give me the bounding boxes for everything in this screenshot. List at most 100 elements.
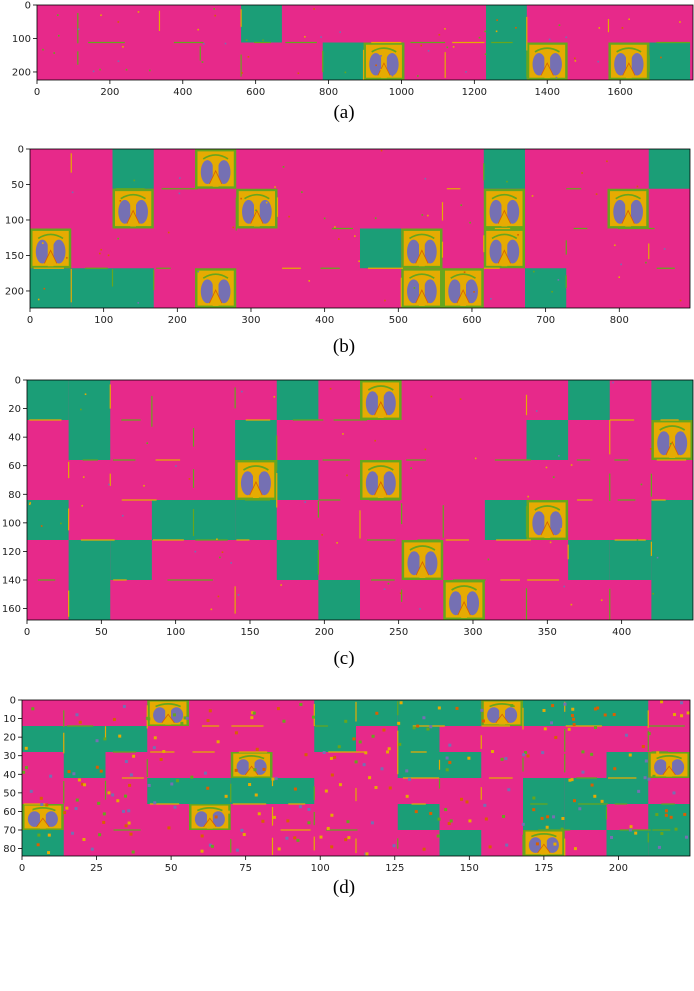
teal-patch (439, 752, 482, 778)
teal-patch (235, 420, 277, 460)
noise-pixel (282, 166, 285, 168)
noise-pixel (124, 760, 128, 764)
noise-pixel (448, 743, 452, 747)
noise-pixel (175, 465, 177, 467)
teal-patch (568, 380, 610, 420)
xray-patch (401, 268, 443, 308)
noise-pixel (613, 767, 617, 771)
noise-pixel (241, 72, 243, 74)
noise-pixel (78, 720, 82, 724)
noise-pixel (194, 550, 197, 553)
noise-pixel (127, 809, 131, 813)
noise-pixel (533, 270, 535, 273)
noise-pixel (364, 751, 368, 755)
right-lung (423, 239, 437, 264)
x-tick-label: 50 (95, 627, 108, 638)
noise-pixel (117, 237, 119, 240)
noise-pixel (208, 843, 212, 847)
clavicle (409, 545, 436, 551)
noise-pixel (124, 824, 128, 828)
noise-pixel (81, 504, 84, 507)
noise-pixel (77, 28, 80, 31)
y-tick-label: 70 (3, 826, 16, 837)
teal-patch (397, 726, 440, 752)
x-tick-label: 150 (240, 627, 259, 638)
spine (130, 192, 137, 227)
noise-pixel (333, 755, 337, 759)
noise-pixel (551, 290, 553, 293)
noise-pixel (460, 204, 463, 206)
heart (537, 843, 551, 854)
xray-patch (147, 700, 189, 726)
noise-pixel (257, 812, 261, 816)
noise-pixel (436, 834, 440, 838)
noise-pixel (149, 69, 151, 72)
heart (497, 209, 511, 224)
teal-patch (322, 42, 364, 80)
noise-pixel (437, 817, 441, 821)
noise-pixel (636, 185, 639, 188)
noise-pixel (40, 525, 43, 527)
noise-pixel (63, 811, 67, 815)
noise-pixel (375, 711, 379, 715)
y-tick-label: 120 (2, 547, 21, 558)
x-tick-label: 200 (168, 315, 187, 326)
noise-pixel (660, 832, 664, 836)
noise-pixel (660, 700, 664, 704)
y-tick-label: 0 (25, 1, 31, 12)
spine (625, 192, 632, 227)
noise-pixel (620, 263, 622, 266)
noise-pixel (532, 808, 536, 812)
noise-pixel (383, 588, 386, 590)
noise-pixel (560, 528, 563, 530)
right-lung (382, 471, 396, 496)
y-tick-label: 0 (18, 145, 24, 156)
noise-pixel (506, 180, 508, 183)
noise-pixel (553, 842, 557, 846)
spine (418, 232, 425, 267)
clavicle (659, 425, 686, 431)
noise-pixel (474, 457, 477, 460)
noise-pixel (652, 774, 656, 778)
noise-pixel (581, 750, 585, 754)
noise-pixel (387, 747, 391, 751)
noise-pixel (480, 708, 484, 712)
noise-pixel (100, 14, 102, 17)
noise-pixel (444, 27, 446, 30)
noise-pixel (37, 298, 40, 301)
noise-pixel (330, 813, 334, 817)
noise-pixel (563, 702, 567, 706)
clavicle (531, 833, 557, 838)
noise-pixel (159, 757, 163, 761)
noise-pixel (224, 794, 228, 798)
x-tick-label: 300 (241, 315, 260, 326)
noise-pixel (330, 845, 334, 849)
noise-pixel (410, 467, 413, 470)
teal-patch (397, 804, 440, 830)
noise-pixel (515, 26, 517, 29)
left-lung (369, 53, 383, 76)
noise-pixel (600, 599, 603, 602)
teal-patch (484, 500, 527, 540)
spine (544, 46, 551, 79)
noise-pixel (210, 844, 214, 848)
noise-pixel (37, 833, 41, 837)
noise-pixel (271, 777, 275, 781)
noise-pixel (554, 735, 558, 739)
noise-pixel (170, 782, 174, 786)
y-tick-label: 50 (3, 788, 16, 799)
right-lung (169, 707, 184, 723)
noise-pixel (388, 786, 392, 790)
y-tick-label: 150 (5, 251, 24, 262)
teal-patch (439, 700, 482, 726)
teal-patch (606, 778, 649, 804)
clavicle (367, 385, 394, 391)
heart (377, 62, 391, 76)
teal-patch (276, 380, 319, 420)
noise-pixel (304, 753, 308, 757)
noise-pixel (680, 701, 684, 705)
noise-pixel (125, 68, 128, 71)
heart (249, 481, 263, 496)
noise-pixel (384, 299, 386, 302)
